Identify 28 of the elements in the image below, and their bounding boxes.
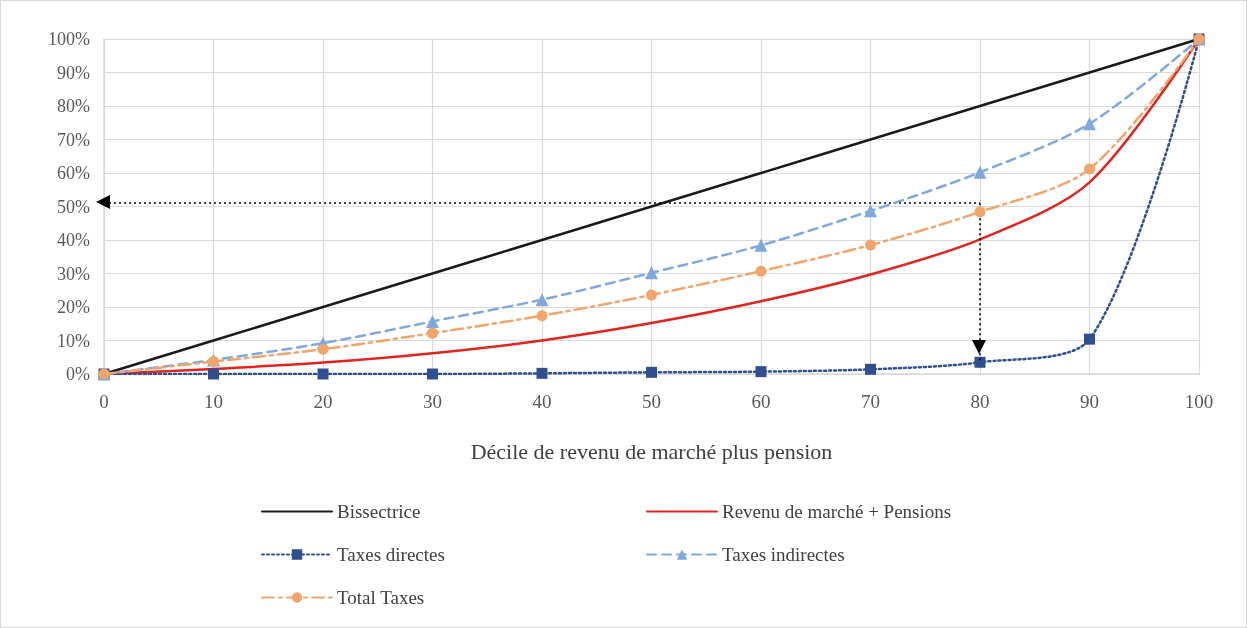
legend-label: Revenu de marché + Pensions	[722, 501, 952, 522]
y-tick-label: 80%	[57, 96, 90, 116]
x-tick-label: 100	[1184, 391, 1214, 412]
y-tick-label: 20%	[57, 297, 90, 317]
x-tick-label: 10	[204, 391, 223, 412]
x-tick-label: 70	[861, 391, 880, 412]
legend-label: Bissectrice	[337, 501, 421, 522]
y-tick-label: 40%	[57, 230, 90, 250]
y-tick-label: 70%	[57, 129, 90, 150]
y-tick-label: 10%	[57, 330, 90, 351]
y-tick-label: 50%	[57, 196, 90, 217]
y-tick-label: 90%	[57, 62, 90, 83]
y-tick-label: 60%	[57, 163, 90, 183]
legend-label: Taxes indirectes	[722, 544, 845, 565]
legend-label: Taxes directes	[337, 544, 445, 565]
x-tick-label: 0	[99, 391, 109, 412]
y-tick-label: 100%	[48, 29, 90, 49]
x-tick-label: 40	[532, 391, 552, 412]
x-tick-label: 50	[642, 391, 661, 412]
y-tick-label: 0%	[66, 364, 90, 384]
x-tick-label: 90	[1080, 391, 1099, 412]
x-tick-label: 20	[313, 391, 333, 412]
x-tick-label: 30	[423, 391, 442, 412]
x-tick-label: 80	[970, 391, 990, 412]
legend-label: Total Taxes	[337, 587, 425, 608]
y-tick-label: 30%	[57, 263, 90, 284]
x-tick-label: 60	[751, 391, 771, 412]
x-axis-title: Décile de revenu de marché plus pension	[470, 438, 833, 464]
